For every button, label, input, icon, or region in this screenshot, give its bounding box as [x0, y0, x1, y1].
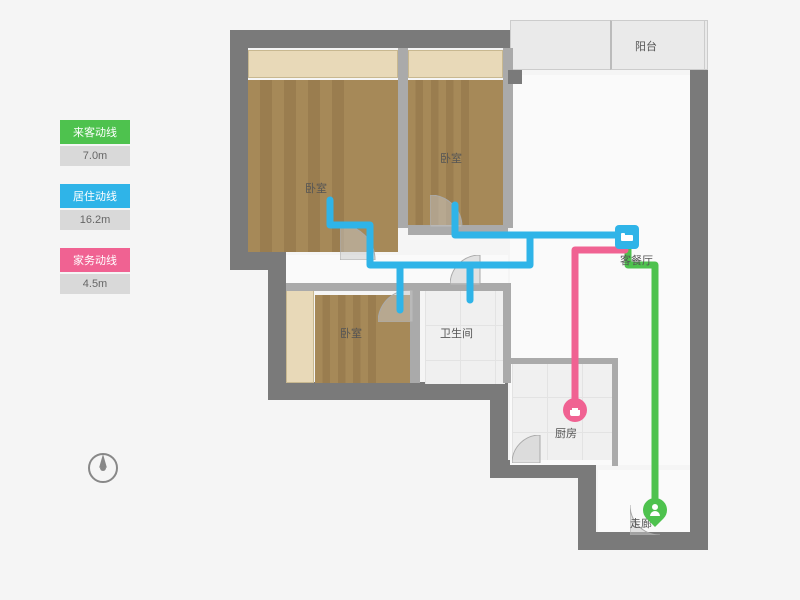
compass-icon: [85, 450, 121, 491]
circulation-paths: [230, 20, 760, 580]
label-bedroom3: 卧室: [340, 325, 362, 341]
bed-icon: [615, 225, 639, 249]
label-balcony: 阳台: [635, 38, 657, 54]
label-livingdining: 客餐厅: [620, 252, 653, 268]
floorplan: 阳台 卧室 卧室 卧室 卫生间 客餐厅 厨房 走廊: [230, 20, 760, 580]
legend-guest-value: 7.0m: [60, 146, 130, 166]
label-bedroom2: 卧室: [440, 150, 462, 166]
legend-chores: 家务动线 4.5m: [60, 248, 130, 294]
label-kitchen: 厨房: [555, 425, 577, 441]
legend-panel: 来客动线 7.0m 居住动线 16.2m 家务动线 4.5m: [60, 120, 130, 312]
legend-chores-value: 4.5m: [60, 274, 130, 294]
legend-living: 居住动线 16.2m: [60, 184, 130, 230]
legend-guest-label: 来客动线: [60, 120, 130, 144]
label-bathroom: 卫生间: [440, 325, 473, 341]
legend-living-value: 16.2m: [60, 210, 130, 230]
pot-icon: [563, 398, 587, 422]
legend-guest: 来客动线 7.0m: [60, 120, 130, 166]
legend-chores-label: 家务动线: [60, 248, 130, 272]
label-bedroom1: 卧室: [305, 180, 327, 196]
legend-living-label: 居住动线: [60, 184, 130, 208]
